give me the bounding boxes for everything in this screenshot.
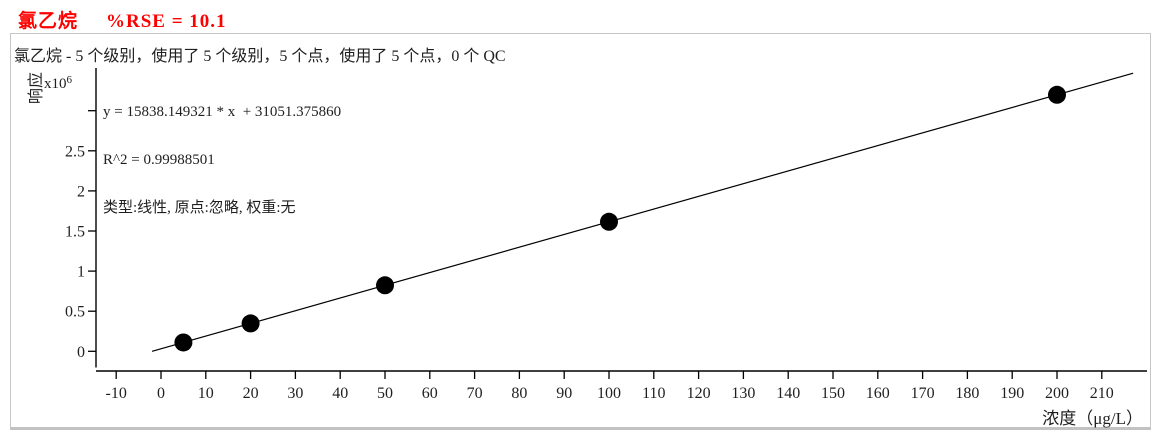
x-axis-title: 浓度（μg/L） [1042,409,1143,428]
equation-line-1: y = 15838.149321 * x + 31051.375860 [103,104,342,120]
y-axis-unit: x106 [44,74,72,93]
y-axis-unit-exponent: 6 [66,74,73,86]
y-axis-title: 响应 [28,72,45,105]
equation-block: y = 15838.149321 * x + 31051.375860 R^2 … [103,72,341,232]
compound-name: 氯乙烷 [18,11,79,32]
y-axis-unit-mantissa: x10 [44,76,67,92]
page-title: 氯乙烷 %RSE = 10.1 [18,6,227,33]
chart-subtitle: 氯乙烷 - 5 个级别，使用了 5 个级别，5 个点，使用了 5 个点，0 个 … [14,48,506,65]
rse-value: %RSE = 10.1 [106,11,227,32]
equation-line-3: 类型:线性, 原点:忽略, 权重:无 [103,200,296,216]
equation-line-2: R^2 = 0.99988501 [103,152,215,168]
